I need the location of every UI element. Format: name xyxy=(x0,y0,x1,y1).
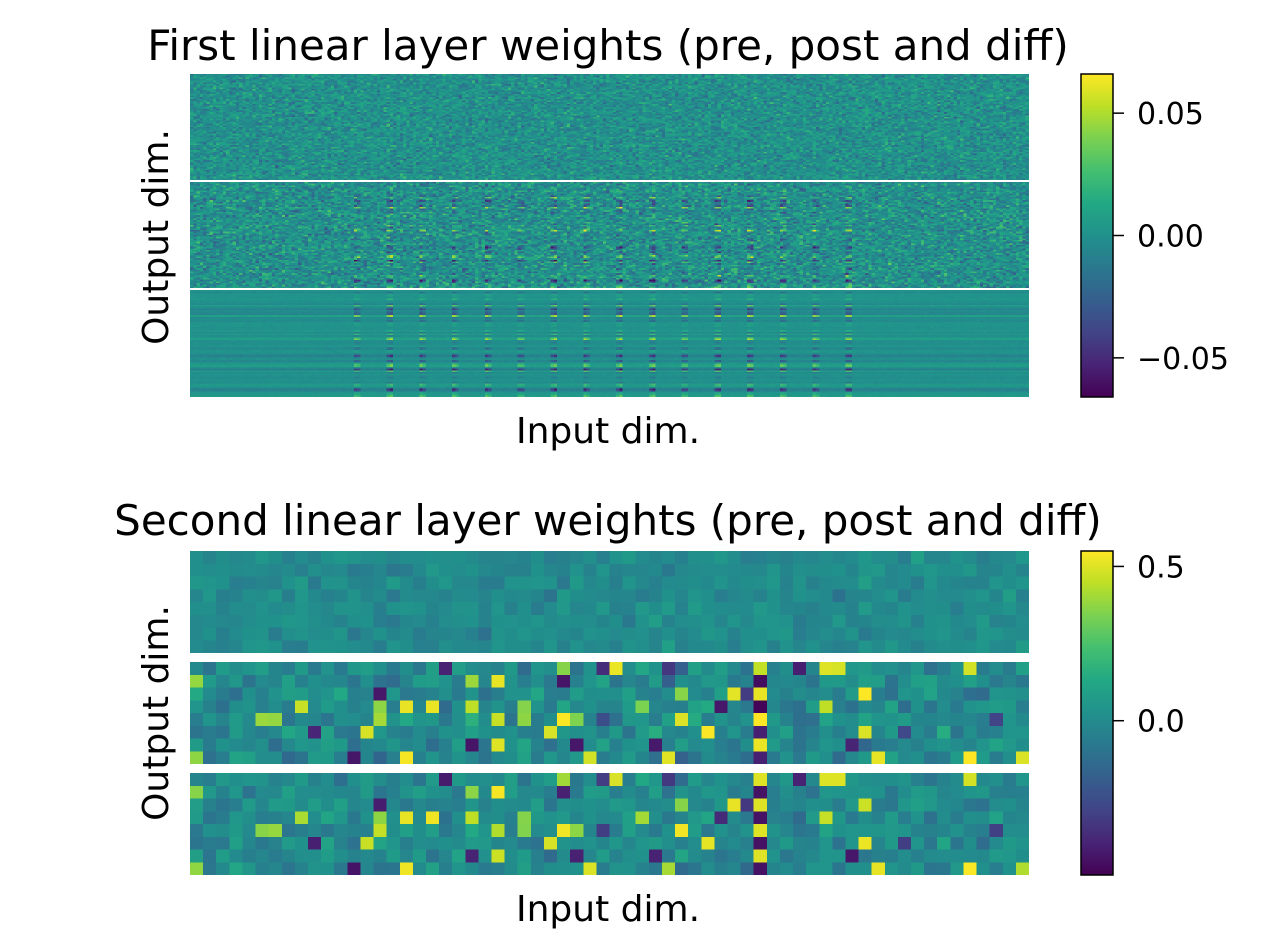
first-layer-colorbar-gradient xyxy=(1080,73,1114,398)
second-layer-colorbar-gradient xyxy=(1080,550,1114,876)
first-layer-ylabel: Output dim. xyxy=(136,129,177,345)
second-layer-heatmap xyxy=(190,551,1029,875)
first-layer-colorbar-ticks: 0.05 0.00 −0.05 xyxy=(1113,97,1229,377)
second-layer-heatmap-pre xyxy=(190,551,1029,653)
second-layer-xlabel: Input dim. xyxy=(516,889,700,930)
first-layer-xlabel: Input dim. xyxy=(516,411,700,452)
first-layer-chart: First linear layer weights (pre, post an… xyxy=(136,21,1229,452)
second-layer-chart: Second linear layer weights (pre, post a… xyxy=(114,496,1185,930)
first-layer-title: First linear layer weights (pre, post an… xyxy=(147,21,1068,70)
first-layer-heatmap-post xyxy=(190,182,1029,288)
colorbar-tick-label: 0.5 xyxy=(1137,550,1185,585)
second-layer-heatmap-post xyxy=(190,662,1029,764)
colorbar-tick-label: −0.05 xyxy=(1137,342,1229,377)
second-layer-ylabel: Output dim. xyxy=(136,605,177,821)
second-layer-colorbar: 0.5 0.0 xyxy=(1080,550,1185,876)
second-layer-heatmap-diff xyxy=(190,773,1029,875)
colorbar-tick-label: 0.05 xyxy=(1137,97,1204,132)
second-layer-colorbar-ticks: 0.5 0.0 xyxy=(1113,550,1185,740)
first-layer-heatmap xyxy=(190,74,1029,397)
second-layer-title: Second linear layer weights (pre, post a… xyxy=(114,496,1102,545)
colorbar-tick-label: 0.00 xyxy=(1137,220,1204,255)
first-layer-heatmap-diff xyxy=(190,290,1029,397)
first-layer-heatmap-pre xyxy=(190,74,1029,180)
first-layer-colorbar: 0.05 0.00 −0.05 xyxy=(1080,73,1229,398)
colorbar-tick-label: 0.0 xyxy=(1137,705,1185,740)
